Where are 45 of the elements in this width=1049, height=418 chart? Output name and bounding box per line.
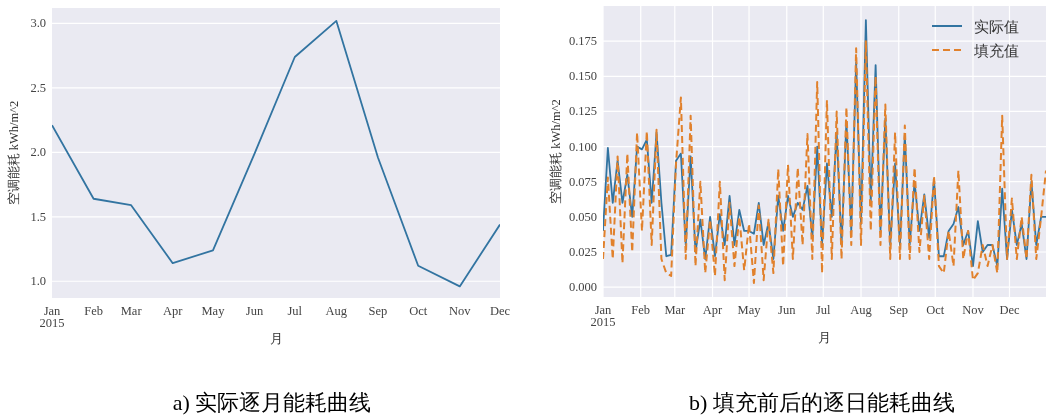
xtick: Oct xyxy=(926,303,945,317)
title: b) 填充前后的逐日能耗曲线 xyxy=(689,390,955,415)
legend-label: 填充值 xyxy=(973,43,1019,59)
ytick: 0.175 xyxy=(568,34,597,49)
ytick: 1.0 xyxy=(30,274,46,289)
ylabel: 空调能耗 kWh/m^2 xyxy=(549,99,563,204)
xtick: Nov xyxy=(962,303,984,317)
xtick: Sep xyxy=(889,303,909,317)
ytick: 0.050 xyxy=(568,209,597,224)
xtick: Oct xyxy=(409,304,428,318)
xtick: Aug xyxy=(850,303,872,317)
xtick: Jan 2015 xyxy=(39,304,65,330)
xtick: Feb xyxy=(84,304,103,318)
xtick: Jun xyxy=(778,303,796,317)
xtick: Mar xyxy=(120,304,142,318)
xtick: Sep xyxy=(368,304,388,318)
ytick: 0.125 xyxy=(568,104,597,119)
ytick: 1.5 xyxy=(30,209,46,224)
xtick: Jul xyxy=(816,303,831,317)
xtick: Mar xyxy=(664,303,686,317)
ytick: 0.100 xyxy=(568,139,597,154)
xlabel: 月 xyxy=(269,331,283,346)
xtick: Dec xyxy=(999,303,1020,317)
ytick: 2.5 xyxy=(30,80,46,95)
ytick: 2.0 xyxy=(30,145,46,160)
ylabel: 空调能耗 kWh/m^2 xyxy=(7,100,21,206)
xtick: Apr xyxy=(702,303,723,317)
xtick: May xyxy=(201,304,225,318)
xtick: Jun xyxy=(245,304,264,318)
xtick: Jul xyxy=(287,304,303,318)
ytick: 0.000 xyxy=(568,280,597,295)
xtick: May xyxy=(737,303,761,317)
ytick: 0.150 xyxy=(568,69,597,84)
xlabel: 月 xyxy=(818,330,831,345)
ytick: 0.075 xyxy=(568,174,597,189)
xtick: Nov xyxy=(449,304,471,318)
xtick: Dec xyxy=(489,304,511,318)
title: a) 实际逐月能耗曲线 xyxy=(172,390,372,415)
ytick: 0.025 xyxy=(568,245,597,259)
xtick: Jan 2015 xyxy=(590,303,616,329)
xtick: Apr xyxy=(163,304,183,318)
ytick: 3.0 xyxy=(30,16,46,31)
legend-label: 实际值 xyxy=(974,19,1019,35)
xtick: Aug xyxy=(325,304,348,318)
xtick: Feb xyxy=(631,303,651,317)
